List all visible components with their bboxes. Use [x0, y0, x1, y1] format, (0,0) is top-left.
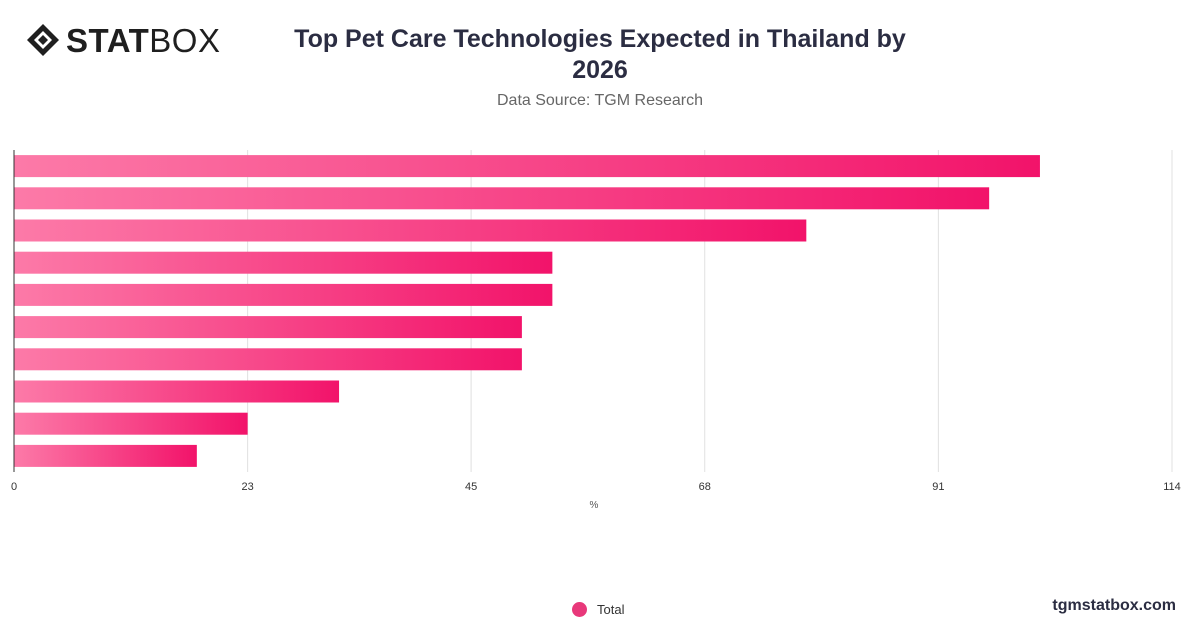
- bar[interactable]: [14, 380, 340, 403]
- bar[interactable]: [14, 219, 807, 242]
- x-axis-label: %: [590, 500, 599, 511]
- logo-wordmark-bold: STAT: [66, 21, 150, 59]
- chart-title: Top Pet Care Technologies Expected in Th…: [294, 25, 906, 84]
- x-tick-label: 91: [932, 481, 944, 493]
- x-tick-label: 114: [1163, 481, 1181, 493]
- bar[interactable]: [14, 187, 990, 210]
- legend-item-total[interactable]: Total: [572, 602, 624, 617]
- website-label: tgmstatbox.com: [1052, 597, 1176, 614]
- logo-wordmark-light: BOX: [149, 21, 221, 59]
- x-tick-label: 45: [465, 481, 477, 493]
- bar[interactable]: [14, 444, 197, 467]
- x-tick-label: 68: [699, 481, 711, 493]
- bar[interactable]: [14, 155, 1040, 178]
- bar[interactable]: [14, 251, 553, 274]
- logo-wordmark: STATBOX: [66, 24, 220, 57]
- bar[interactable]: [14, 412, 248, 435]
- legend-swatch: [572, 602, 587, 617]
- bar[interactable]: [14, 316, 522, 339]
- x-tick-label: 0: [11, 481, 17, 493]
- statbox-diamond-icon: [27, 24, 59, 56]
- bar[interactable]: [14, 283, 553, 306]
- legend-label: Total: [597, 602, 625, 617]
- statbox-logo: STATBOX: [26, 22, 220, 58]
- chart-subtitle: Data Source: TGM Research: [496, 92, 703, 109]
- bar[interactable]: [14, 348, 522, 371]
- x-tick-label: 23: [242, 481, 254, 493]
